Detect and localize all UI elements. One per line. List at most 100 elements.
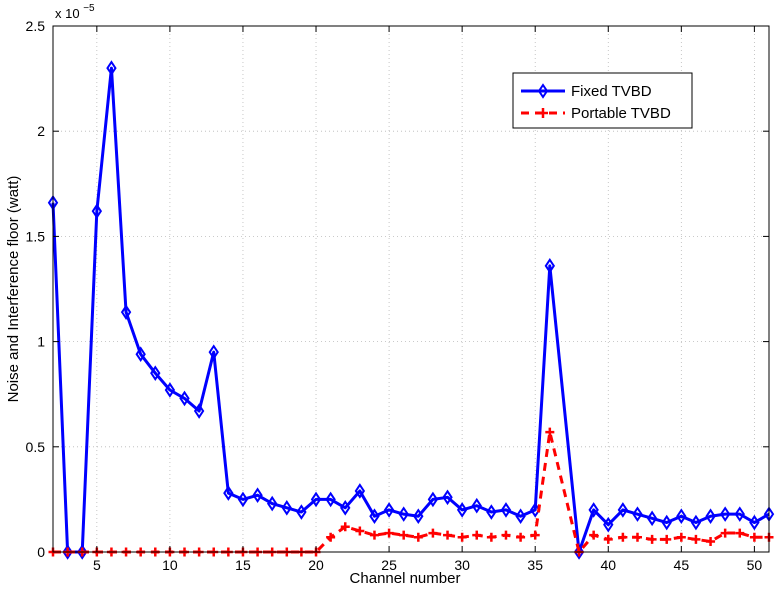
y-tick-label: 0 <box>37 544 45 560</box>
data-point-fixed-tvbd <box>223 485 234 501</box>
data-point-fixed-tvbd <box>193 403 205 419</box>
data-point-fixed-tvbd <box>588 502 599 518</box>
data-point-fixed-tvbd <box>237 491 249 508</box>
data-point-fixed-tvbd <box>632 506 643 522</box>
data-point-portable-tvbd <box>340 522 350 532</box>
data-point-fixed-tvbd <box>676 508 687 525</box>
data-point-portable-tvbd <box>545 427 555 437</box>
data-point-portable-tvbd <box>676 532 686 542</box>
data-point-fixed-tvbd <box>690 514 702 531</box>
y-tick-label: 0.5 <box>26 439 46 455</box>
data-point-fixed-tvbd <box>398 506 409 522</box>
data-point-fixed-tvbd <box>340 500 351 516</box>
legend-label-fixed-tvbd: Fixed TVBD <box>571 83 652 100</box>
data-point-fixed-tvbd <box>310 491 322 508</box>
data-point-fixed-tvbd <box>413 508 424 525</box>
y-axis-multiplier: x 10 −5 <box>55 3 95 21</box>
series-fixed-tvbd <box>47 60 775 560</box>
data-point-fixed-tvbd <box>471 497 482 514</box>
data-point-fixed-tvbd <box>705 508 716 525</box>
data-point-fixed-tvbd <box>266 495 278 512</box>
data-point-fixed-tvbd <box>617 502 629 518</box>
plot-frame <box>52 25 770 553</box>
data-point-portable-tvbd <box>326 532 336 542</box>
data-point-portable-tvbd <box>355 526 365 536</box>
data-point-fixed-tvbd <box>325 491 336 508</box>
data-point-portable-tvbd <box>516 532 526 542</box>
x-tick-label: 40 <box>600 557 616 573</box>
data-point-fixed-tvbd <box>500 502 512 518</box>
y-tick-label: 1 <box>37 334 45 350</box>
data-point-portable-tvbd <box>443 530 453 540</box>
data-point-portable-tvbd <box>662 534 672 544</box>
data-point-portable-tvbd <box>384 528 394 538</box>
y-tick-label: 2.5 <box>26 18 46 34</box>
data-point-fixed-tvbd <box>749 514 760 531</box>
y-axis-label: Noise and Interference floor (watt) <box>5 176 22 403</box>
data-point-fixed-tvbd <box>603 516 614 533</box>
data-point-portable-tvbd <box>720 528 730 538</box>
data-point-portable-tvbd <box>735 528 745 538</box>
data-point-fixed-tvbd <box>719 506 731 522</box>
data-point-fixed-tvbd <box>646 510 658 527</box>
y-axis-multiplier-exponent: −5 <box>83 3 95 14</box>
legend-label-portable-tvbd: Portable TVBD <box>571 105 671 122</box>
legend-marker-fixed-tvbd <box>537 83 549 99</box>
grid-lines <box>53 26 769 552</box>
x-tick-label: 25 <box>381 557 397 573</box>
data-point-portable-tvbd <box>472 530 482 540</box>
data-point-portable-tvbd <box>428 528 438 538</box>
x-tick-label: 10 <box>162 557 178 573</box>
data-point-fixed-tvbd <box>150 365 161 381</box>
data-point-portable-tvbd <box>647 534 657 544</box>
data-point-fixed-tvbd <box>106 60 117 76</box>
y-tick-label: 1.5 <box>26 228 46 244</box>
data-point-portable-tvbd <box>530 530 540 540</box>
data-point-fixed-tvbd <box>442 489 453 506</box>
data-point-fixed-tvbd <box>91 203 103 219</box>
legend: Fixed TVBD Portable TVBD <box>512 72 693 129</box>
legend-box <box>512 72 693 129</box>
data-point-fixed-tvbd <box>296 504 307 520</box>
data-point-portable-tvbd <box>413 532 423 542</box>
data-point-portable-tvbd <box>632 532 642 542</box>
data-point-portable-tvbd <box>369 530 379 540</box>
legend-entry-portable-tvbd: Portable TVBD <box>521 105 671 122</box>
data-point-fixed-tvbd <box>515 508 526 525</box>
data-point-fixed-tvbd <box>179 390 190 407</box>
data-point-fixed-tvbd <box>354 483 366 499</box>
x-tick-label: 15 <box>235 557 251 573</box>
y-axis-multiplier-base: x 10 <box>55 6 80 21</box>
x-tick-label: 45 <box>674 557 690 573</box>
series-line-fixed-tvbd <box>51 66 770 554</box>
x-tick-label: 50 <box>747 557 763 573</box>
data-point-portable-tvbd <box>603 534 613 544</box>
data-point-portable-tvbd <box>457 532 467 542</box>
x-tick-label: 20 <box>308 557 324 573</box>
data-point-fixed-tvbd <box>281 500 292 516</box>
legend-entry-fixed-tvbd: Fixed TVBD <box>521 83 652 100</box>
data-point-fixed-tvbd <box>252 487 263 503</box>
x-tick-label: 5 <box>93 557 101 573</box>
data-point-fixed-tvbd <box>135 346 146 363</box>
data-point-portable-tvbd <box>399 530 409 540</box>
axis-ticks: 5 10 15 20 25 30 35 40 45 50 0 0.5 1 1.5 2 2.5 <box>26 18 769 573</box>
data-point-fixed-tvbd <box>383 502 395 518</box>
data-point-fixed-tvbd <box>369 508 380 525</box>
data-point-fixed-tvbd <box>573 544 585 560</box>
data-point-portable-tvbd <box>618 532 628 542</box>
data-point-portable-tvbd <box>486 532 496 542</box>
data-point-portable-tvbd <box>501 530 511 540</box>
data-point-fixed-tvbd <box>62 544 73 560</box>
data-point-fixed-tvbd <box>456 502 468 518</box>
data-point-fixed-tvbd <box>486 504 497 520</box>
x-tick-label: 35 <box>527 557 543 573</box>
data-point-fixed-tvbd <box>164 382 176 398</box>
data-point-fixed-tvbd <box>77 544 88 560</box>
data-point-portable-tvbd <box>749 532 759 542</box>
data-point-fixed-tvbd <box>120 304 132 320</box>
data-point-fixed-tvbd <box>661 514 672 531</box>
data-point-fixed-tvbd <box>208 344 219 360</box>
